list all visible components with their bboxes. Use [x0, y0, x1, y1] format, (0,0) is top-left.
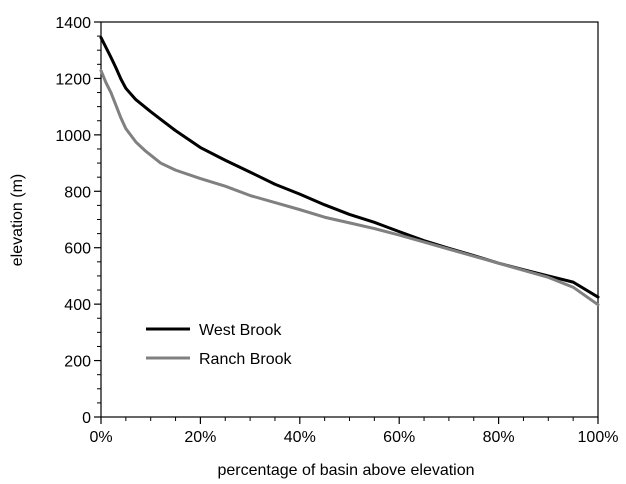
x-tick-label: 40%	[284, 429, 316, 446]
y-tick-label: 1000	[55, 128, 91, 145]
x-tick-label: 20%	[184, 429, 216, 446]
y-tick-label: 200	[64, 354, 91, 371]
y-tick-label: 400	[64, 297, 91, 314]
y-tick-label: 1200	[55, 71, 91, 88]
x-axis-title: percentage of basin above elevation	[217, 462, 474, 479]
y-axis-title: elevation (m)	[9, 174, 26, 266]
y-tick-label: 600	[64, 241, 91, 258]
y-tick-label: 1400	[55, 15, 91, 32]
series-line-west-brook	[99, 36, 600, 299]
y-tick-label: 800	[64, 184, 91, 201]
series-line-ranch-brook	[99, 69, 600, 307]
x-tick-label: 0%	[89, 429, 112, 446]
y-tick-label: 0	[82, 410, 91, 427]
x-tick-label: 80%	[483, 429, 515, 446]
x-tick-label: 100%	[578, 429, 619, 446]
legend-label: West Brook	[199, 322, 282, 339]
x-tick-label: 60%	[383, 429, 415, 446]
legend-label: Ranch Brook	[199, 351, 292, 368]
